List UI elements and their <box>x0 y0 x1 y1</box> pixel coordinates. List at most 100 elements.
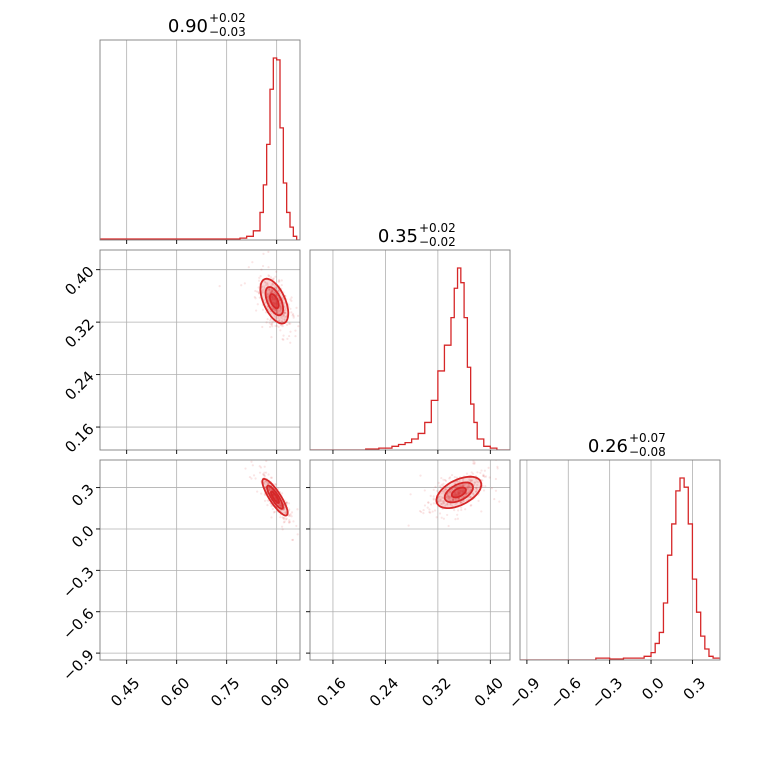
sample-point <box>312 350 314 352</box>
sample-point <box>462 484 465 487</box>
sample-point <box>266 482 269 485</box>
sample-point <box>255 309 258 312</box>
y-tick-label: −0.3 <box>59 563 97 601</box>
sample-point <box>272 290 275 293</box>
param-title-0: 0.90 +0.02−0.03 <box>168 11 246 39</box>
sample-point <box>265 460 268 463</box>
sample-point <box>472 460 475 463</box>
sample-point <box>278 504 281 507</box>
sample-point <box>282 516 285 520</box>
x-tick-label: 0.16 <box>313 674 349 710</box>
sample-point <box>284 309 287 312</box>
sample-point <box>258 292 261 295</box>
sample-point <box>284 518 288 521</box>
sample-point <box>432 495 435 498</box>
sample-point <box>282 518 286 521</box>
sample-point <box>290 299 293 302</box>
sample-point <box>283 508 286 511</box>
sample-point <box>256 290 259 293</box>
y-tick-label: −0.9 <box>59 646 97 684</box>
sample-point <box>257 291 260 294</box>
sample-point <box>261 290 265 293</box>
sample-point <box>270 505 273 508</box>
contour-level <box>268 293 280 310</box>
sample-point <box>274 483 277 486</box>
sample-point <box>294 329 297 332</box>
sample-point <box>494 489 498 492</box>
sample-point <box>283 516 286 519</box>
sample-point <box>449 490 452 493</box>
sample-point <box>473 481 477 484</box>
sample-point <box>263 475 266 478</box>
param-title-1: 0.35 +0.02−0.02 <box>378 221 456 249</box>
sample-point <box>481 479 484 482</box>
sample-point <box>275 310 279 314</box>
sample-point <box>258 276 261 279</box>
sample-point <box>258 296 261 299</box>
sample-point <box>477 499 480 502</box>
sample-point <box>277 325 280 328</box>
sample-point <box>498 500 501 503</box>
sample-point <box>288 519 291 522</box>
sample-point <box>437 500 440 503</box>
sample-point <box>480 510 483 513</box>
sample-point <box>272 277 276 280</box>
sample-point <box>263 479 266 483</box>
sample-point <box>472 462 475 465</box>
sample-point <box>439 486 443 489</box>
sample-point <box>289 341 292 344</box>
sample-point <box>267 486 270 489</box>
sample-point <box>448 477 451 480</box>
sample-point <box>264 302 267 305</box>
sample-point <box>475 486 478 489</box>
sample-point <box>267 482 270 485</box>
sample-point <box>447 495 451 498</box>
sample-point <box>471 479 474 482</box>
sample-point <box>256 303 259 306</box>
sample-point <box>428 508 431 511</box>
sample-point <box>444 479 448 482</box>
sample-point <box>271 283 275 287</box>
sample-point <box>474 490 478 493</box>
sample-point <box>431 510 434 513</box>
sample-point <box>464 508 467 511</box>
sample-point <box>484 475 488 478</box>
sample-point <box>457 509 460 512</box>
sample-point <box>473 462 476 465</box>
sample-point <box>279 316 283 319</box>
sample-point <box>279 502 282 506</box>
sample-point <box>264 281 267 284</box>
sample-point <box>442 517 445 520</box>
sample-point <box>439 499 442 502</box>
sample-point <box>490 487 493 490</box>
sample-point <box>291 314 294 317</box>
sample-point <box>454 498 457 501</box>
sample-point <box>462 484 465 487</box>
y-tick-label: 0.3 <box>68 481 98 511</box>
sample-point <box>479 471 482 474</box>
sample-point <box>494 477 497 481</box>
sample-point <box>449 502 452 505</box>
contour-level <box>450 486 467 499</box>
sample-point <box>262 252 265 255</box>
sample-point <box>279 504 282 508</box>
sample-point <box>279 307 282 310</box>
sample-point <box>280 505 283 508</box>
sample-point <box>270 283 273 286</box>
sample-point <box>475 487 478 490</box>
sample-point <box>468 478 471 481</box>
sample-point <box>262 473 265 476</box>
sample-point <box>279 504 282 507</box>
x-tick-label: 0.75 <box>207 674 243 710</box>
sample-point <box>263 474 266 477</box>
sample-point <box>450 473 454 477</box>
sample-point <box>496 457 498 459</box>
sample-point <box>442 492 446 495</box>
sample-point <box>460 506 463 509</box>
sample-point <box>455 480 459 483</box>
sample-point <box>442 500 445 503</box>
sample-point <box>244 467 247 470</box>
title-value: 0.26 <box>588 436 628 457</box>
title-plus: +0.07 <box>629 431 666 445</box>
sample-point <box>291 538 294 542</box>
